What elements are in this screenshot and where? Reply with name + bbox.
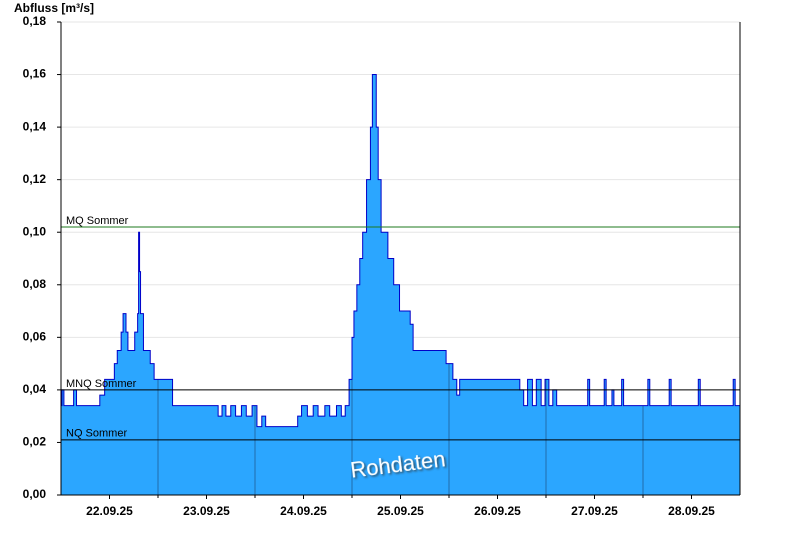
x-tick-label: 23.09.25 [183, 504, 230, 518]
y-tick-label: 0,06 [23, 330, 47, 344]
y-tick-label: 0,08 [23, 277, 47, 291]
y-tick-label: 0,12 [23, 172, 47, 186]
area [61, 74, 740, 496]
y-tick-label: 0,00 [23, 487, 47, 501]
x-tick-label: 22.09.25 [86, 504, 133, 518]
x-tick-label: 24.09.25 [280, 504, 327, 518]
line [61, 74, 740, 428]
x-tick-label: 26.09.25 [474, 504, 521, 518]
y-tick-label: 0,18 [23, 14, 47, 28]
x-tick-label: 28.09.25 [668, 504, 715, 518]
y-axis-title: Abfluss [m³/s] [14, 1, 94, 15]
y-tick-label: 0,10 [23, 224, 47, 238]
y-tick-label: 0,02 [23, 435, 47, 449]
reference-label: MQ Sommer [66, 215, 129, 227]
x-tick-label: 25.09.25 [377, 504, 424, 518]
x-tick-label: 27.09.25 [571, 504, 618, 518]
reference-label: NQ Sommer [66, 428, 127, 440]
reference-label: MNQ Sommer [66, 378, 137, 390]
y-tick-label: 0,16 [23, 67, 47, 81]
y-tick-label: 0,14 [23, 119, 47, 133]
y-tick-label: 0,04 [23, 382, 47, 396]
